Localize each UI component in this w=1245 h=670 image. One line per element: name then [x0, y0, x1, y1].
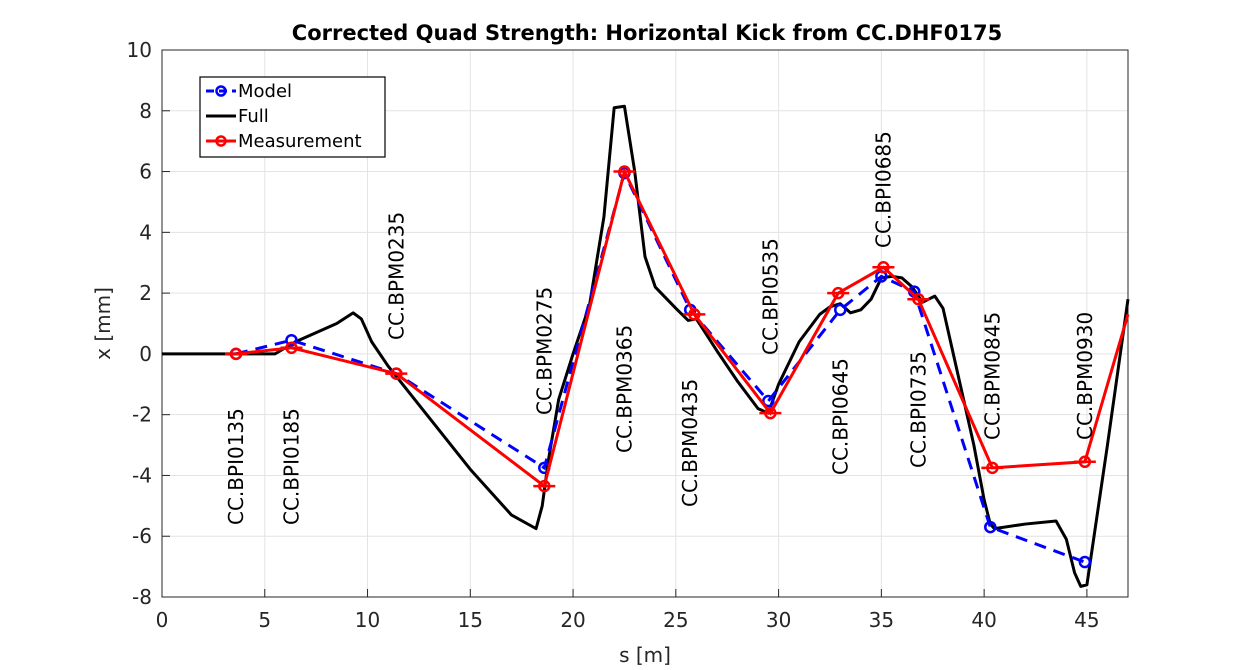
chart-title: Corrected Quad Strength: Horizontal Kick… — [292, 21, 1002, 45]
legend-label: Measurement — [238, 131, 362, 152]
legend-marker — [215, 135, 227, 147]
series-model-point — [834, 303, 847, 317]
series-measurement-point — [538, 479, 551, 493]
series-measurement-point — [618, 165, 631, 178]
y-tick-label: -2 — [132, 403, 152, 427]
x-tick-label: 5 — [258, 608, 271, 632]
bpm-label: CC.BPI0135 — [224, 408, 248, 525]
y-tick-label: 4 — [139, 220, 152, 244]
bpm-label: CC.BPM0365 — [612, 325, 636, 453]
series-measurement-point — [285, 341, 298, 355]
bpm-label: CC.BPM0275 — [532, 287, 556, 415]
y-tick-label: 10 — [127, 38, 152, 62]
x-tick-label: 40 — [971, 608, 996, 632]
bpm-label: CC.BPM0435 — [678, 379, 702, 507]
y-tick-label: -6 — [132, 524, 152, 548]
x-tick-label: 20 — [560, 608, 585, 632]
x-tick-label: 35 — [869, 608, 894, 632]
y-tick-label: 6 — [139, 160, 152, 184]
legend-label: Model — [238, 81, 292, 102]
bpm-label: CC.BPI0535 — [758, 238, 782, 355]
x-axis-label: s [m] — [619, 643, 671, 667]
series-measurement-point — [229, 347, 243, 361]
y-tick-label: 0 — [139, 342, 152, 366]
series-model-point — [1078, 555, 1092, 569]
y-axis-label: x [mm] — [91, 287, 115, 360]
legend: Model Full Measurement — [199, 76, 386, 158]
bpm-label: CC.BPM0930 — [1073, 312, 1097, 440]
bpm-label: CC.BPI0645 — [828, 358, 852, 475]
bpm-labels: CC.BPI0135 CC.BPI0185 CC.BPM0235 CC.BPM0275… — [224, 131, 1097, 525]
series-measurement-point — [764, 406, 777, 420]
series-measurement-point — [877, 261, 890, 274]
series-measurement-point — [688, 308, 701, 321]
series-measurement-point — [986, 461, 999, 475]
x-tick-label: 25 — [663, 608, 688, 632]
x-tick-label: 15 — [458, 608, 483, 632]
y-tick-label: 8 — [139, 99, 152, 123]
legend-items: Model Full Measurement — [206, 81, 362, 152]
series-measurement-point — [1078, 455, 1092, 469]
legend-marker — [215, 85, 227, 97]
series-layer — [162, 104, 1130, 588]
series-measurement-point — [390, 367, 403, 380]
y-tick-label: -4 — [132, 463, 152, 487]
series-model-point — [984, 520, 997, 534]
series-model-point — [285, 333, 298, 347]
y-tick-label: 2 — [139, 281, 152, 305]
bpm-label: CC.BPI0685 — [871, 131, 895, 248]
y-axis-ticks: -8 -6 -4 -2 0 2 4 6 8 10 — [127, 38, 170, 609]
y-tick-label: -8 — [132, 585, 152, 609]
series-measurement-point — [912, 292, 925, 306]
bpm-label: CC.BPM0845 — [980, 312, 1004, 440]
x-tick-label: 45 — [1074, 608, 1099, 632]
x-tick-label: 10 — [355, 608, 380, 632]
bpm-label: CC.BPI0735 — [906, 351, 930, 468]
x-tick-label: 0 — [156, 608, 169, 632]
plot-area — [161, 49, 1129, 598]
series-measurement-point — [831, 286, 845, 300]
bpm-label: CC.BPI0185 — [279, 408, 303, 525]
x-axis-ticks: 0 5 10 15 20 25 30 35 40 45 — [156, 589, 1100, 632]
x-tick-label: 30 — [766, 608, 791, 632]
bpm-label: CC.BPM0235 — [384, 212, 408, 340]
legend-label: Full — [238, 106, 269, 127]
series-model-point — [762, 394, 775, 408]
